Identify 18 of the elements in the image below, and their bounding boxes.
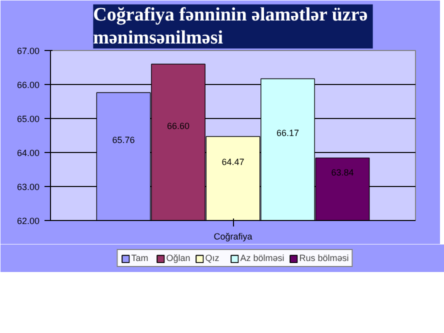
- y-tick-label: 66.00: [16, 80, 40, 90]
- y-tick-label: 62.00: [16, 216, 40, 226]
- data-label: 64.47: [222, 157, 244, 168]
- legend-label: Qız: [205, 253, 220, 263]
- y-tick-label: 67.00: [16, 46, 40, 56]
- data-label: 65.76: [112, 135, 135, 146]
- y-tick-label: 64.00: [16, 148, 40, 158]
- legend-label: Az bölməsi: [240, 253, 284, 263]
- x-tick-label: Coğrafiya: [214, 232, 252, 242]
- y-tick-label: 65.00: [16, 114, 40, 124]
- legend-label: Rus bölməsi: [299, 253, 349, 263]
- chart-title: Coğrafiya fənninin əlamətlər üzrə mənimsənilməsi: [93, 4, 368, 48]
- data-label: 66.60: [166, 120, 190, 131]
- data-label: 63.84: [331, 168, 354, 178]
- data-label: 66.17: [276, 128, 300, 138]
- legend-label: Oğlan: [166, 253, 190, 263]
- legend-label: Tam: [131, 253, 150, 263]
- y-tick-label: 63.00: [16, 182, 40, 192]
